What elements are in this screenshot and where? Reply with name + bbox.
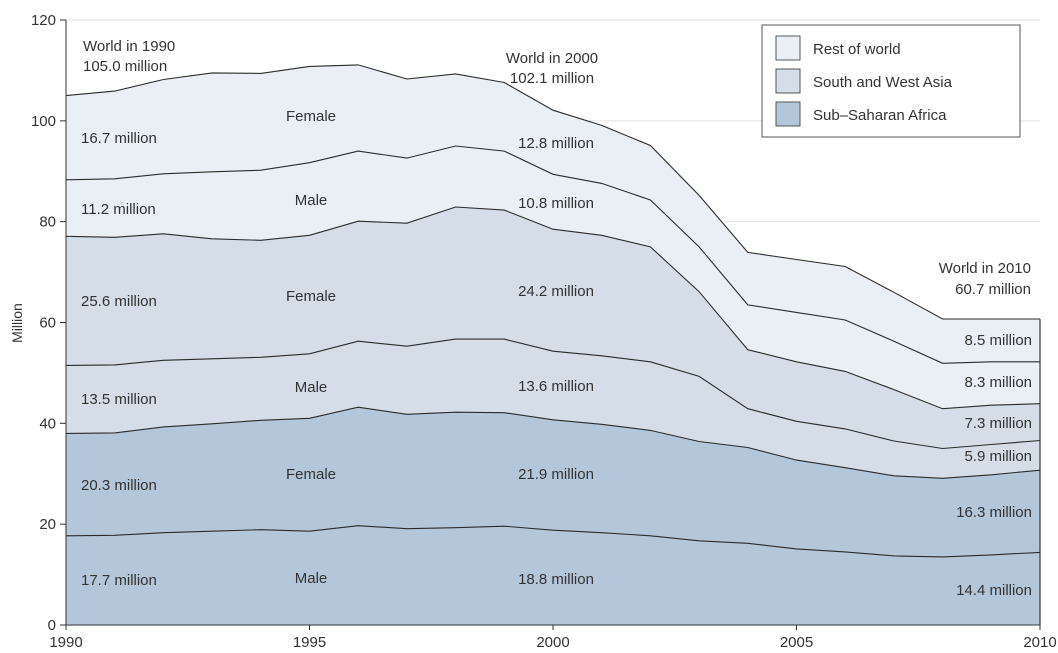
legend-label-rest-of-world: Rest of world — [813, 41, 901, 58]
y-tick-label: 120 — [31, 12, 56, 29]
y-tick-label: 20 — [39, 516, 56, 533]
legend-item-sub-saharan-africa: Sub–Saharan Africa — [775, 101, 947, 127]
label-1995-ssa-female: Female — [286, 466, 336, 483]
label-2000-swa-female: 24.2 million — [518, 283, 594, 300]
label-1990-row-female: 16.7 million — [81, 130, 157, 147]
label-2010-swa-female: 7.3 million — [964, 415, 1032, 432]
label-1990-swa-female: 25.6 million — [81, 293, 157, 310]
label-2010-row-male: 8.3 million — [964, 374, 1032, 391]
y-tick-label: 40 — [39, 415, 56, 432]
y-axis-ticks: 0 20 40 60 80 100 120 — [31, 12, 66, 634]
label-2000-row-female: 12.8 million — [518, 135, 594, 152]
boundary-row-male — [65, 145, 1040, 364]
boundary-swa-male — [65, 338, 1041, 450]
boundary-ssa-male — [65, 525, 1041, 558]
world-2010-value: 60.7 million — [955, 281, 1031, 298]
area-row-female — [66, 64, 1040, 364]
x-tick-label: 2010 — [1023, 634, 1056, 651]
y-tick-label: 80 — [39, 214, 56, 231]
world-2000-title: World in 2000 — [506, 50, 598, 67]
annotations: World in 1990 105.0 million World in 200… — [83, 38, 1031, 298]
label-2000-ssa-male: 18.8 million — [518, 571, 594, 588]
legend-item-rest-of-world: Rest of world — [775, 35, 901, 61]
legend-item-south-west-asia: South and West Asia — [775, 68, 953, 94]
world-1990-value: 105.0 million — [83, 58, 167, 75]
boundary-swa-female — [65, 206, 1041, 410]
area-swa-male — [66, 339, 1040, 479]
legend: Rest of world South and West Asia Sub–Sa… — [761, 24, 1021, 138]
segment-labels: 16.7 million 11.2 million 25.6 million 13.5… — [81, 108, 1032, 599]
y-tick-label: 100 — [31, 113, 56, 130]
area-swa-female — [66, 207, 1040, 449]
x-axis-ticks: 1990 1995 2000 2005 2010 — [49, 625, 1057, 651]
label-1995-ssa-male: Male — [295, 570, 328, 587]
series-boundary-lines — [65, 64, 1041, 625]
x-tick-label: 1995 — [293, 634, 326, 651]
area-ssa-male — [66, 525, 1040, 625]
label-1990-swa-male: 13.5 million — [81, 391, 157, 408]
boundary-ssa-female — [65, 406, 1041, 479]
legend-swatch-south-west-asia — [775, 68, 801, 94]
legend-swatch-sub-saharan-africa — [775, 101, 801, 127]
y-tick-label: 60 — [39, 315, 56, 332]
label-2010-row-female: 8.5 million — [964, 332, 1032, 349]
label-1995-swa-female: Female — [286, 288, 336, 305]
label-1990-ssa-female: 20.3 million — [81, 477, 157, 494]
label-1995-swa-male: Male — [295, 379, 328, 396]
legend-label-south-west-asia: South and West Asia — [813, 74, 953, 91]
area-series — [66, 64, 1040, 625]
label-2010-swa-male: 5.9 million — [964, 448, 1032, 465]
label-2000-ssa-female: 21.9 million — [518, 466, 594, 483]
label-2000-swa-male: 13.6 million — [518, 378, 594, 395]
label-1995-row-female: Female — [286, 108, 336, 125]
world-2000-value: 102.1 million — [510, 70, 594, 87]
y-axis-title: Million — [9, 303, 25, 343]
legend-frame — [761, 24, 1021, 138]
label-2000-row-male: 10.8 million — [518, 195, 594, 212]
legend-swatch-rest-of-world — [775, 35, 801, 61]
label-2010-ssa-male: 14.4 million — [956, 582, 1032, 599]
world-2010-title: World in 2010 — [939, 260, 1031, 277]
legend-label-sub-saharan-africa: Sub–Saharan Africa — [813, 107, 947, 124]
label-2010-ssa-female: 16.3 million — [956, 504, 1032, 521]
area-row-male — [66, 146, 1040, 409]
area-ssa-female — [66, 407, 1040, 557]
world-1990-title: World in 1990 — [83, 38, 175, 55]
y-tick-label: 0 — [48, 617, 56, 634]
label-1990-row-male: 11.2 million — [81, 201, 156, 218]
x-tick-label: 1990 — [49, 634, 82, 651]
label-1990-ssa-male: 17.7 million — [81, 572, 157, 589]
boundary-row-female — [65, 64, 1040, 320]
label-1995-row-male: Male — [295, 192, 328, 209]
x-tick-label: 2005 — [780, 634, 813, 651]
x-tick-label: 2000 — [536, 634, 569, 651]
